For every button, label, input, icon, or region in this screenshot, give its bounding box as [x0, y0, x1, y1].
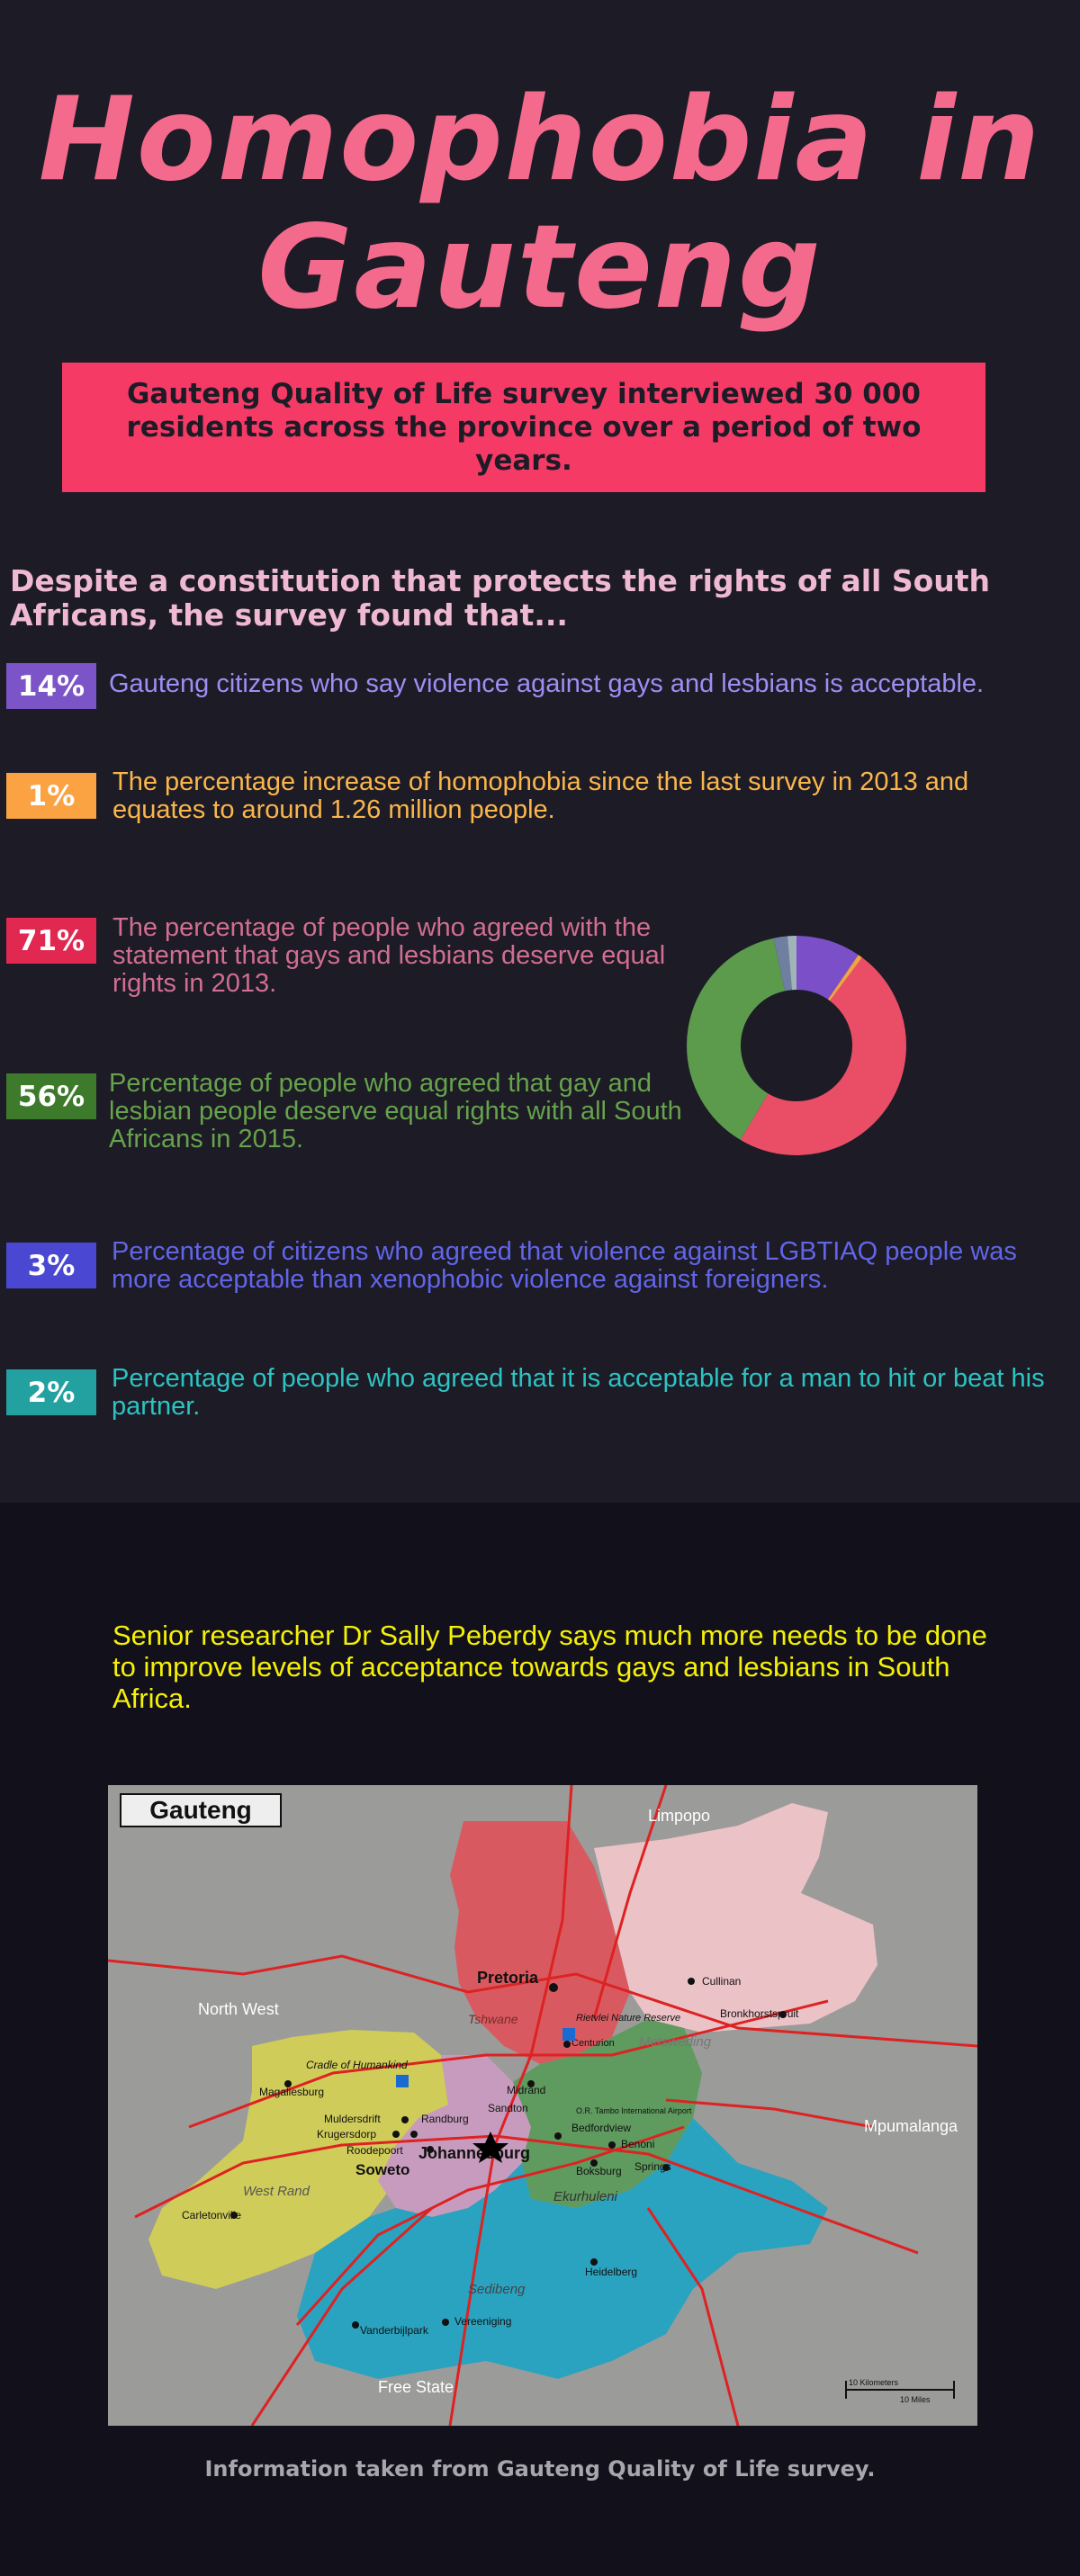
stat-text: Percentage of people who agreed that it … — [112, 1364, 1045, 1421]
map-label: Benoni — [621, 2138, 654, 2150]
stat-text: The percentage of people who agreed with… — [112, 913, 666, 998]
map-label: Cullinan — [702, 1975, 741, 1988]
map-label: Free State — [378, 2378, 454, 2396]
map-label: Heidelberg — [585, 2266, 637, 2278]
stat-text: Percentage of people who agreed that gay… — [109, 1069, 682, 1153]
map-label: Rietvlei Nature Reserve — [576, 2013, 680, 2024]
stat-text: The percentage increase of homophobia si… — [112, 767, 969, 824]
map-label: Mpumalanga — [864, 2117, 958, 2135]
stat-badge: 3% — [6, 1243, 96, 1288]
map-label: Metsweding — [639, 2034, 712, 2050]
survey-banner: Gauteng Quality of Life survey interview… — [62, 363, 986, 492]
map-label: Sandton — [488, 2102, 528, 2114]
map-label: Carletonville — [182, 2209, 241, 2221]
gauteng-map: Gauteng Limpopo North West Mpumalanga Fr… — [108, 1785, 977, 2426]
page-title: Homophobia in Gauteng — [38, 73, 1042, 335]
stat-badge: 1% — [6, 773, 96, 819]
scale-mi-label: 10 Miles — [900, 2395, 931, 2404]
map-label: Magaliesburg — [259, 2086, 324, 2098]
scale-km-label: 10 Kilometers — [849, 2378, 899, 2387]
stat-badge: 71% — [6, 918, 96, 964]
map-label: Randburg — [421, 2113, 469, 2125]
map-label: Boksburg — [576, 2165, 622, 2177]
map-label: Bronkhorstspruit — [720, 2007, 799, 2020]
donut-slice-5 — [687, 936, 906, 1155]
map-label: Midrand — [507, 2084, 545, 2096]
donut-slice-3 — [687, 936, 906, 1155]
map-label: Bedfordview — [572, 2122, 631, 2134]
donut-chart — [687, 936, 906, 1155]
map-label: Vanderbijlpark — [360, 2324, 429, 2337]
map-label: Krugersdorp — [317, 2128, 376, 2141]
map-label: O.R. Tambo International Airport — [576, 2106, 692, 2115]
map-label: Limpopo — [648, 1807, 710, 1825]
stat-badge: 2% — [6, 1369, 96, 1415]
map-label: Johannesburg — [418, 2144, 530, 2162]
stat-text: Gauteng citizens who say violence agains… — [109, 669, 985, 698]
researcher-quote: Senior researcher Dr Sally Peberdy says … — [112, 1620, 987, 1714]
map-label: Cradle of Humankind — [306, 2059, 408, 2071]
map-label: Tshwane — [468, 2012, 518, 2026]
map-label: North West — [198, 2000, 279, 2018]
map-label: Vereeniging — [454, 2315, 511, 2328]
stat-badge: 56% — [6, 1073, 96, 1119]
map-label: Roodepoort — [346, 2144, 403, 2157]
map-label: Muldersdrift — [324, 2113, 381, 2125]
map-label: Centurion — [572, 2038, 615, 2049]
map-label: Springs — [634, 2160, 671, 2173]
intro-heading: Despite a constitution that protects the… — [10, 563, 991, 633]
stat-badge: 14% — [6, 663, 96, 709]
survey-section — [0, 0, 1080, 1503]
stat-text: Percentage of citizens who agreed that v… — [112, 1237, 1017, 1294]
map-label: Pretoria — [477, 1969, 539, 1987]
map-title: Gauteng — [149, 1796, 252, 1824]
donut-slice-2 — [687, 936, 906, 1155]
map-label: Soweto — [356, 2161, 410, 2178]
map-label: West Rand — [243, 2184, 310, 2199]
source-note: Information taken from Gauteng Quality o… — [204, 2456, 876, 2482]
map-label: Ekurhuleni — [554, 2189, 618, 2204]
map-label: Sedibeng — [468, 2282, 526, 2297]
